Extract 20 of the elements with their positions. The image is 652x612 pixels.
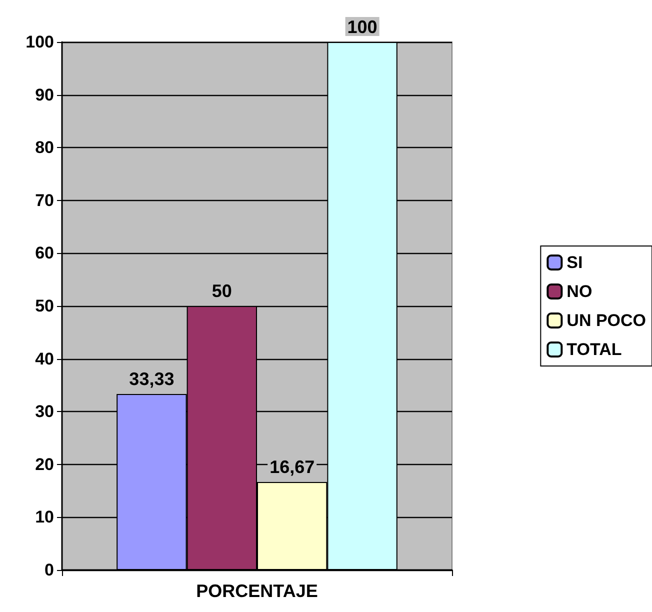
- data-label: 50: [212, 281, 232, 301]
- y-tick-label: 60: [35, 244, 54, 263]
- y-tick-label: 80: [35, 138, 54, 158]
- y-tick-label: 100: [26, 32, 54, 52]
- y-tick-label: 70: [35, 190, 54, 210]
- y-tick-label: 90: [35, 85, 54, 104]
- y-tick-label: 30: [35, 402, 54, 422]
- x-tick-label: PORCENTAJE: [196, 581, 318, 601]
- data-label: 16,67: [270, 456, 315, 477]
- y-tick-label: 20: [35, 454, 54, 474]
- y-tick-label: 50: [35, 296, 54, 316]
- data-label: 100: [347, 17, 378, 37]
- legend-label: SI: [566, 253, 583, 272]
- legend-label: NO: [566, 282, 592, 301]
- y-tick-label: 40: [35, 349, 54, 368]
- legend-label: TOTAL: [566, 340, 622, 359]
- y-tick-label: 10: [35, 508, 54, 527]
- data-label: 33,33: [129, 369, 174, 390]
- y-tick-label: 0: [44, 560, 54, 580]
- legend-label: UN POCO: [566, 311, 646, 330]
